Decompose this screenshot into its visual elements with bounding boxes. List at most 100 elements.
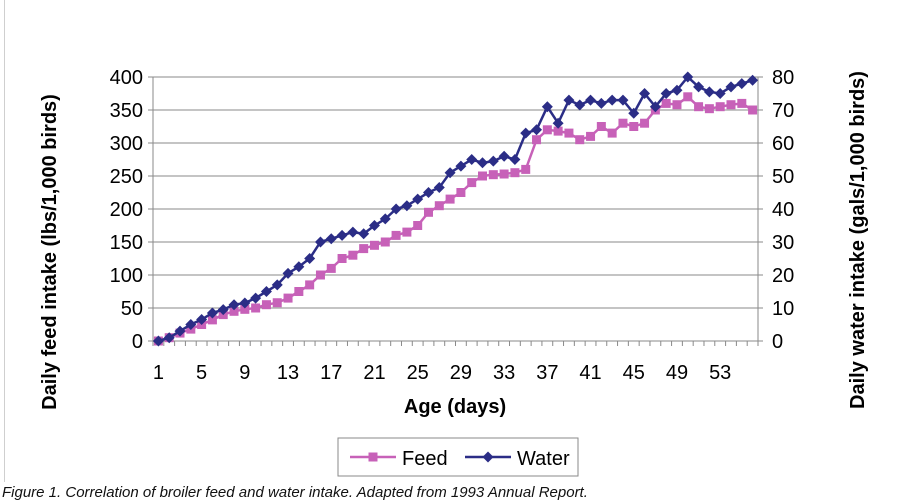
feed-point: [478, 171, 488, 181]
y2-tick-label: 60: [772, 133, 794, 155]
water-point: [293, 261, 305, 273]
feed-point: [294, 287, 304, 296]
water-point: [574, 99, 586, 111]
water-point: [682, 71, 694, 83]
x-tick-label: 13: [277, 362, 299, 384]
water-point: [271, 279, 283, 291]
feed-point: [672, 100, 682, 110]
feed-point: [305, 280, 315, 290]
broiler-intake-chart: 0 50 100 150 200 250 300 350 400 0 10 20 30 40 50 60 70 8…: [39, 67, 869, 477]
water-point: [444, 167, 456, 179]
figure-caption: Figure 1. Correlation of broiler feed an…: [2, 484, 588, 500]
feed-point: [499, 169, 509, 179]
feed-point: [467, 178, 477, 188]
feed-point: [586, 131, 596, 141]
water-point: [509, 154, 521, 165]
feed-point: [337, 254, 347, 263]
feed-point: [510, 168, 520, 178]
y-axis-title: Daily feed intake (lbs/1,000 birds): [39, 94, 61, 410]
y2-tick-label: 20: [772, 265, 794, 287]
y2-tick-label: 10: [772, 298, 794, 320]
water-point: [206, 307, 218, 319]
water-point: [736, 78, 748, 90]
x-tick-label: 1: [153, 362, 164, 384]
water-point: [390, 203, 402, 215]
y-tick-label: 100: [110, 265, 143, 287]
y-tick-label: 350: [110, 100, 143, 122]
water-point: [401, 200, 413, 212]
x-tick-label: 49: [666, 362, 688, 384]
feed-point: [488, 170, 498, 180]
feed-point: [596, 122, 606, 131]
feed-legend-marker: [368, 452, 378, 462]
feed-point: [521, 164, 531, 174]
feed-point: [423, 207, 433, 217]
feed-point: [380, 237, 390, 247]
feed-point: [261, 300, 271, 310]
feed-point: [661, 98, 671, 108]
x-tick-label: 21: [363, 362, 385, 384]
water-point: [466, 154, 478, 165]
water-point: [520, 127, 532, 139]
y-tick-label: 50: [121, 298, 143, 320]
feed-point: [618, 118, 628, 128]
water-point: [174, 325, 186, 337]
y-tick-label: 300: [110, 133, 143, 155]
water-point: [358, 228, 370, 240]
water-point: [239, 297, 251, 309]
water-legend-marker: [482, 451, 494, 463]
y2-tick-label: 0: [772, 331, 783, 353]
water-point: [422, 187, 434, 198]
water-point: [250, 292, 262, 304]
feed-point: [748, 105, 758, 115]
x-tick-label: 37: [536, 362, 558, 384]
feed-point: [240, 304, 250, 314]
water-point: [314, 236, 326, 248]
water-point: [163, 332, 175, 344]
x-tick-label: 29: [450, 362, 472, 384]
water-point: [498, 150, 510, 162]
x-tick-label: 33: [493, 362, 515, 384]
water-point: [196, 314, 208, 326]
page-edge-rule: [4, 0, 5, 482]
feed-point: [391, 230, 401, 240]
water-point: [477, 157, 489, 169]
y-tick-label: 150: [110, 232, 143, 254]
y2-axis-title: Daily water intake (gals/1,000 birds): [847, 71, 869, 409]
feed-point: [542, 125, 552, 135]
water-point: [649, 101, 661, 113]
water-point: [487, 155, 499, 167]
water-legend-label: Water: [517, 448, 570, 470]
x-tick-label: 45: [623, 362, 645, 384]
feed-point: [456, 188, 466, 197]
feed-point: [326, 263, 336, 273]
water-point: [531, 124, 543, 136]
feed-point: [229, 306, 239, 316]
water-point: [541, 101, 553, 113]
x-tick-label: 53: [709, 362, 731, 384]
feed-point: [402, 227, 412, 237]
feed-point: [564, 128, 574, 138]
feed-point: [737, 98, 747, 108]
feed-point: [640, 118, 650, 128]
feed-point: [369, 240, 379, 250]
x-tick-label: 9: [239, 362, 250, 384]
feed-point: [207, 315, 217, 325]
feed-point: [607, 128, 617, 138]
feed-point: [348, 250, 358, 260]
x-tick-label: 41: [579, 362, 601, 384]
water-point: [152, 335, 164, 347]
feed-point: [283, 293, 293, 303]
water-point: [628, 107, 640, 119]
water-point: [368, 220, 380, 231]
water-point: [228, 299, 240, 311]
water-point: [617, 94, 629, 106]
y2-tick-label: 80: [772, 67, 794, 89]
water-point: [585, 94, 597, 106]
feed-point: [532, 135, 542, 145]
feed-point: [629, 122, 639, 131]
feed-point: [413, 221, 423, 230]
feed-point: [575, 135, 585, 145]
x-tick-label: 25: [407, 362, 429, 384]
water-point: [552, 117, 564, 129]
